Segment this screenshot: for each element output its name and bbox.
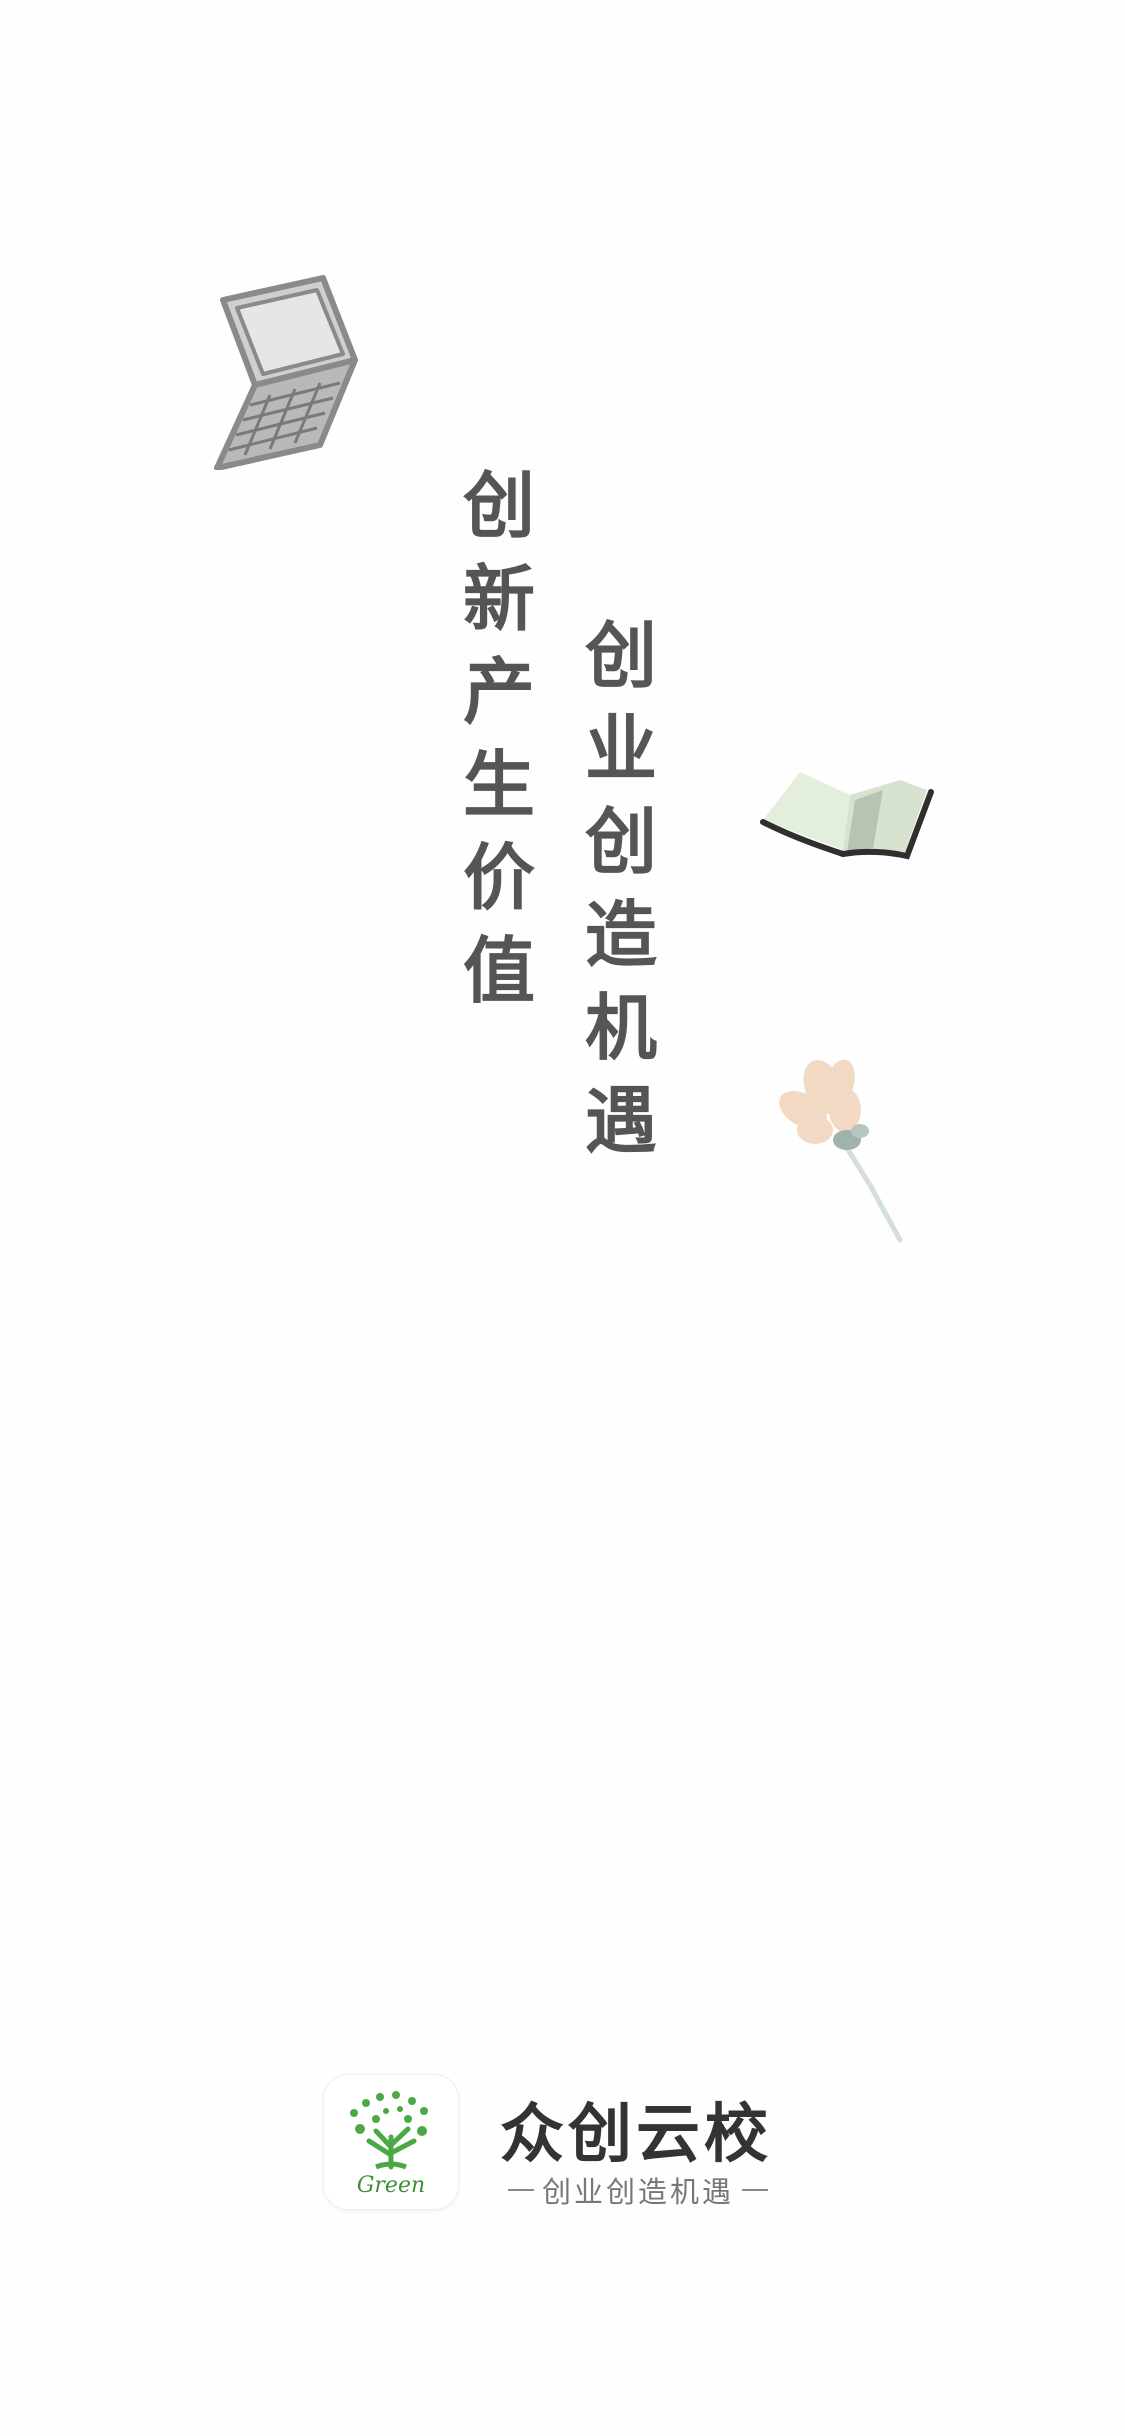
- slogan-char: 价: [463, 835, 536, 920]
- slogan-char: 创: [585, 799, 658, 884]
- divider-line: [742, 2189, 769, 2191]
- brand-footer: Green 众创云校 创业创造机遇: [324, 2075, 844, 2215]
- app-tagline: 创业创造机遇: [500, 2169, 776, 2211]
- slogan-char: 遇: [585, 1078, 658, 1163]
- slogan-char: 创: [585, 613, 658, 698]
- app-name: 众创云校: [500, 2098, 772, 2172]
- slogan-char: 业: [585, 706, 658, 791]
- slogan-char: 生: [463, 742, 536, 827]
- flower-illustration: [779, 1059, 903, 1243]
- divider-line: [508, 2189, 534, 2191]
- tree-icon: [350, 2091, 428, 2170]
- slogan-char: 创: [463, 463, 536, 548]
- slogan-char: 值: [463, 928, 536, 1013]
- tagline-text: 创业创造机遇: [542, 2175, 735, 2209]
- logo-caption: Green: [356, 2173, 426, 2198]
- slogan-char: 造: [585, 892, 658, 977]
- slogan-char: 新: [463, 556, 536, 641]
- laptop-illustration: [214, 275, 358, 470]
- app-logo: Green: [324, 2075, 458, 2209]
- slogan-left-column: 创 新 产 生 价 值: [463, 470, 535, 1028]
- slogan-right-column: 创 业 创 造 机 遇: [585, 620, 657, 1178]
- slogan-char: 产: [463, 649, 536, 734]
- open-book-illustration: [760, 772, 934, 860]
- slogan-char: 机: [585, 985, 658, 1070]
